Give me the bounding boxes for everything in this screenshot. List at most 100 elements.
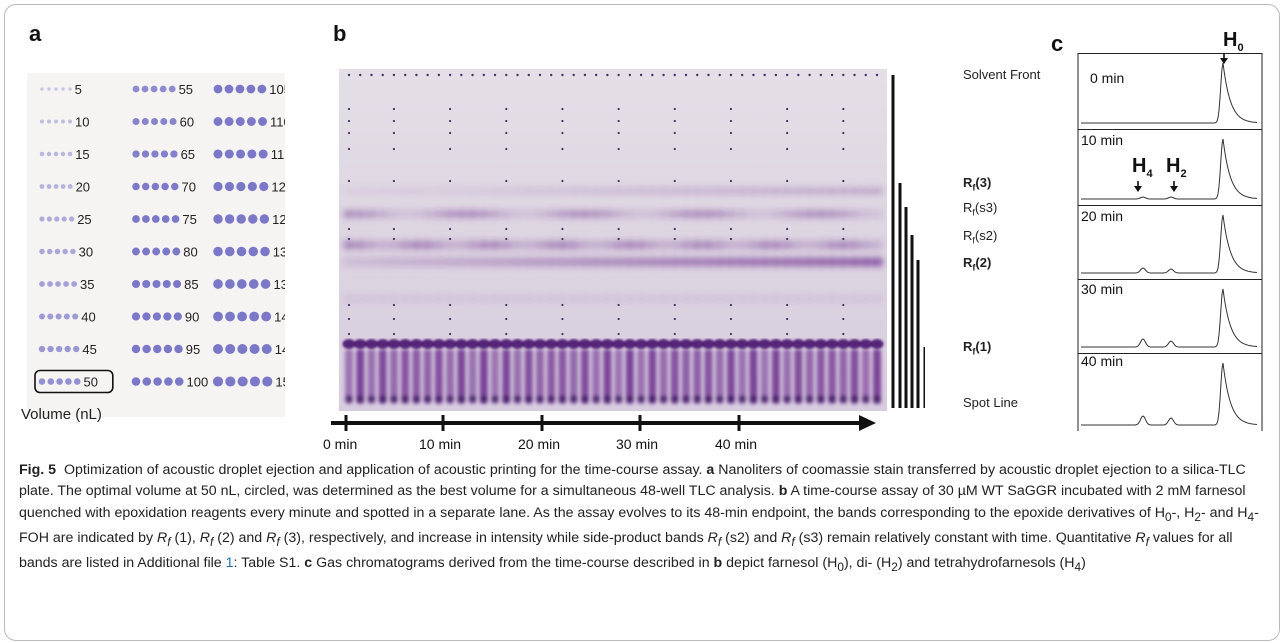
panel-c-label: c bbox=[1051, 31, 1064, 56]
rf3-band bbox=[578, 187, 591, 195]
lane-streak bbox=[547, 349, 556, 404]
rfs2-band bbox=[601, 240, 614, 250]
rfs2-band bbox=[668, 240, 681, 250]
volume-label: 95 bbox=[186, 342, 200, 357]
rf1-band bbox=[758, 339, 772, 349]
droplet bbox=[235, 84, 245, 94]
droplet bbox=[40, 87, 44, 91]
rf2-band bbox=[488, 257, 502, 267]
lane-streak bbox=[603, 349, 612, 404]
volume-label: 35 bbox=[80, 277, 94, 292]
lane-streak bbox=[367, 349, 376, 404]
rf1-band bbox=[634, 339, 648, 349]
rfs3-band bbox=[578, 209, 591, 219]
rfs2-band bbox=[747, 240, 760, 250]
marker-dot bbox=[392, 303, 396, 307]
lane-streak bbox=[434, 349, 443, 404]
lane-streak bbox=[659, 349, 668, 404]
lane-streak bbox=[816, 349, 825, 404]
rf1-band bbox=[353, 339, 367, 349]
rf1-band bbox=[398, 339, 412, 349]
rf3-band bbox=[769, 187, 782, 195]
rfs2-band bbox=[354, 240, 367, 250]
droplet bbox=[47, 345, 54, 353]
droplet bbox=[152, 312, 162, 321]
marker-dot bbox=[449, 227, 452, 231]
rfs2-label: Rf(s2) bbox=[963, 228, 998, 246]
rf2-band bbox=[421, 257, 435, 267]
additional-file-link[interactable]: 1 bbox=[225, 554, 234, 571]
droplet bbox=[213, 149, 223, 159]
droplet bbox=[54, 216, 60, 222]
marker-dot bbox=[842, 303, 845, 307]
marker-dot bbox=[347, 237, 351, 241]
front-dot bbox=[662, 73, 665, 77]
droplet bbox=[67, 151, 73, 157]
droplet bbox=[39, 184, 45, 189]
volume-label: 120 bbox=[271, 180, 285, 195]
spot-line-label: Spot Line bbox=[963, 395, 1018, 410]
rf1-band bbox=[477, 339, 491, 349]
rfs3-band bbox=[736, 209, 749, 219]
droplet bbox=[132, 182, 140, 191]
tick-0min: 0 min bbox=[323, 436, 358, 452]
marker-dot bbox=[673, 131, 676, 135]
rf2-band bbox=[634, 257, 648, 267]
rf1-band bbox=[859, 339, 873, 349]
rfs2-band bbox=[578, 240, 591, 250]
rf1-band bbox=[364, 339, 378, 349]
marker-dot bbox=[729, 332, 733, 336]
marker-dot bbox=[347, 107, 351, 111]
lane-streak bbox=[389, 349, 398, 404]
droplet bbox=[47, 281, 53, 287]
marker-dot bbox=[392, 119, 396, 123]
rf1-band bbox=[409, 339, 423, 349]
lane-streak bbox=[535, 349, 544, 404]
droplet bbox=[60, 184, 66, 189]
droplet bbox=[212, 376, 224, 387]
front-dot bbox=[460, 73, 463, 77]
lane-streak bbox=[558, 349, 567, 404]
rf2-band bbox=[657, 257, 671, 267]
rf2-band bbox=[499, 257, 513, 267]
rf2-band bbox=[803, 257, 817, 267]
front-dot bbox=[774, 73, 778, 77]
rfs2-band bbox=[792, 240, 805, 250]
rf3-band bbox=[477, 187, 490, 195]
rf3-band bbox=[601, 187, 614, 195]
front-dot bbox=[740, 73, 744, 77]
rf2-band bbox=[679, 257, 693, 267]
marker-dot bbox=[392, 107, 396, 111]
lane-streak bbox=[513, 349, 522, 404]
lane-streak bbox=[502, 349, 511, 404]
rf3-band bbox=[713, 187, 726, 195]
droplet bbox=[224, 181, 235, 192]
droplet bbox=[39, 216, 45, 222]
lane-streak bbox=[468, 349, 477, 404]
marker-dot bbox=[673, 317, 676, 321]
droplet bbox=[72, 313, 79, 320]
marker-dot bbox=[617, 131, 620, 135]
front-dot bbox=[696, 73, 699, 77]
rfs2-band bbox=[376, 240, 389, 250]
droplet bbox=[150, 85, 158, 93]
marker-dot bbox=[505, 317, 508, 321]
rfs3-band bbox=[680, 209, 693, 219]
droplet bbox=[224, 149, 234, 159]
droplet bbox=[132, 215, 140, 223]
rfs2-band bbox=[466, 240, 479, 250]
volume-label: 20 bbox=[76, 180, 90, 195]
marker-dot bbox=[505, 119, 508, 123]
chromatogram-trace bbox=[1081, 214, 1258, 274]
volume-label: 150 bbox=[275, 375, 285, 390]
rf2-band bbox=[477, 257, 491, 267]
droplet bbox=[160, 117, 168, 126]
rfs3-band bbox=[567, 209, 580, 219]
chromatogram-trace bbox=[1081, 288, 1258, 348]
droplet bbox=[259, 181, 269, 192]
lane-streak bbox=[412, 349, 421, 404]
rf2-band bbox=[769, 257, 783, 267]
rf2-band bbox=[713, 257, 727, 267]
marker-dot bbox=[786, 237, 789, 241]
lane-streak bbox=[873, 349, 881, 404]
